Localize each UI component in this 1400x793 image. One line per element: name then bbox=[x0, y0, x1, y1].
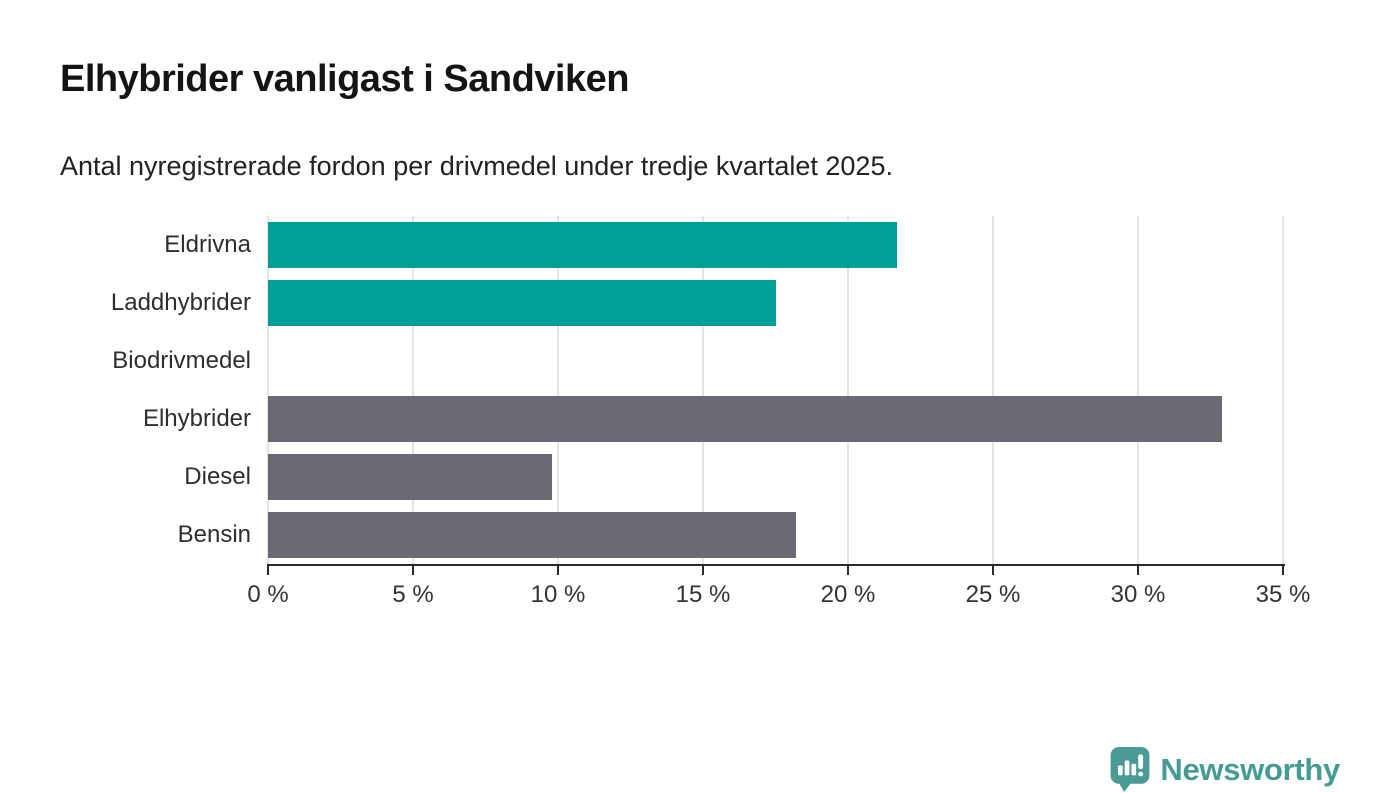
brand-footer: Newsworthy bbox=[1109, 746, 1340, 793]
brand-name: Newsworthy bbox=[1160, 751, 1340, 787]
plot-area: Eldrivna Laddhybrider Biodrivmedel Elhybrid… bbox=[111, 216, 1284, 565]
x-axis-tick bbox=[702, 564, 704, 576]
bar-diesel bbox=[268, 454, 553, 501]
infographic-page: Elhybrider vanligast i Sandviken Antal n… bbox=[0, 58, 1400, 793]
category-label: Laddhybrider bbox=[110, 289, 251, 317]
bar-eldrivna bbox=[268, 222, 898, 269]
x-axis-tick bbox=[412, 564, 414, 576]
x-axis-tick bbox=[267, 564, 269, 576]
category-label: Diesel bbox=[184, 463, 251, 491]
gridline bbox=[267, 216, 269, 565]
gridline bbox=[992, 216, 994, 565]
bar-chart: Eldrivna Laddhybrider Biodrivmedel Elhybrid… bbox=[111, 216, 1310, 620]
x-tick-label: 10 % bbox=[530, 581, 586, 609]
x-axis-tick bbox=[992, 564, 994, 576]
x-axis-tick bbox=[847, 564, 849, 576]
chart-row: Laddhybrider bbox=[111, 274, 1283, 332]
x-axis: 0 % 5 % 10 % 15 % 20 % 25 % 30 % 35 % bbox=[247, 564, 1310, 620]
category-label: Bensin bbox=[177, 521, 251, 549]
chart-row: Elhybrider bbox=[143, 390, 1283, 448]
newsworthy-logo-icon bbox=[1110, 747, 1150, 792]
x-tick-label: 5 % bbox=[392, 581, 434, 609]
x-tick-label: 25 % bbox=[965, 581, 1021, 609]
chart-row: Eldrivna bbox=[164, 216, 1283, 274]
x-tick-label: 15 % bbox=[675, 581, 731, 609]
gridline bbox=[557, 216, 559, 565]
x-tick-label: 20 % bbox=[820, 581, 876, 609]
bar-laddhybrider bbox=[268, 280, 776, 327]
category-label: Elhybrider bbox=[142, 405, 251, 433]
x-tick-label: 35 % bbox=[1255, 581, 1311, 609]
chart-title: Elhybrider vanligast i Sandviken bbox=[60, 58, 629, 100]
gridline bbox=[702, 216, 704, 565]
chart-subtitle: Antal nyregistrerade fordon per drivmede… bbox=[60, 150, 893, 181]
x-axis-tick bbox=[1137, 564, 1139, 576]
category-label: Biodrivmedel bbox=[112, 347, 251, 375]
bar-elhybrider bbox=[268, 396, 1223, 443]
gridline bbox=[1137, 216, 1139, 565]
x-axis-tick bbox=[1282, 564, 1284, 576]
gridline bbox=[1282, 216, 1284, 565]
chart-row: Bensin bbox=[178, 506, 1283, 564]
gridline bbox=[847, 216, 849, 565]
x-tick-label: 30 % bbox=[1110, 581, 1166, 609]
bar-bensin bbox=[268, 512, 796, 559]
x-tick-label: 0 % bbox=[247, 581, 289, 609]
x-axis-line bbox=[268, 564, 1285, 567]
chart-row: Diesel bbox=[184, 448, 1283, 506]
gridline bbox=[412, 216, 414, 565]
chart-row: Biodrivmedel bbox=[112, 332, 1283, 390]
x-axis-tick bbox=[557, 564, 559, 576]
category-label: Eldrivna bbox=[164, 231, 251, 259]
